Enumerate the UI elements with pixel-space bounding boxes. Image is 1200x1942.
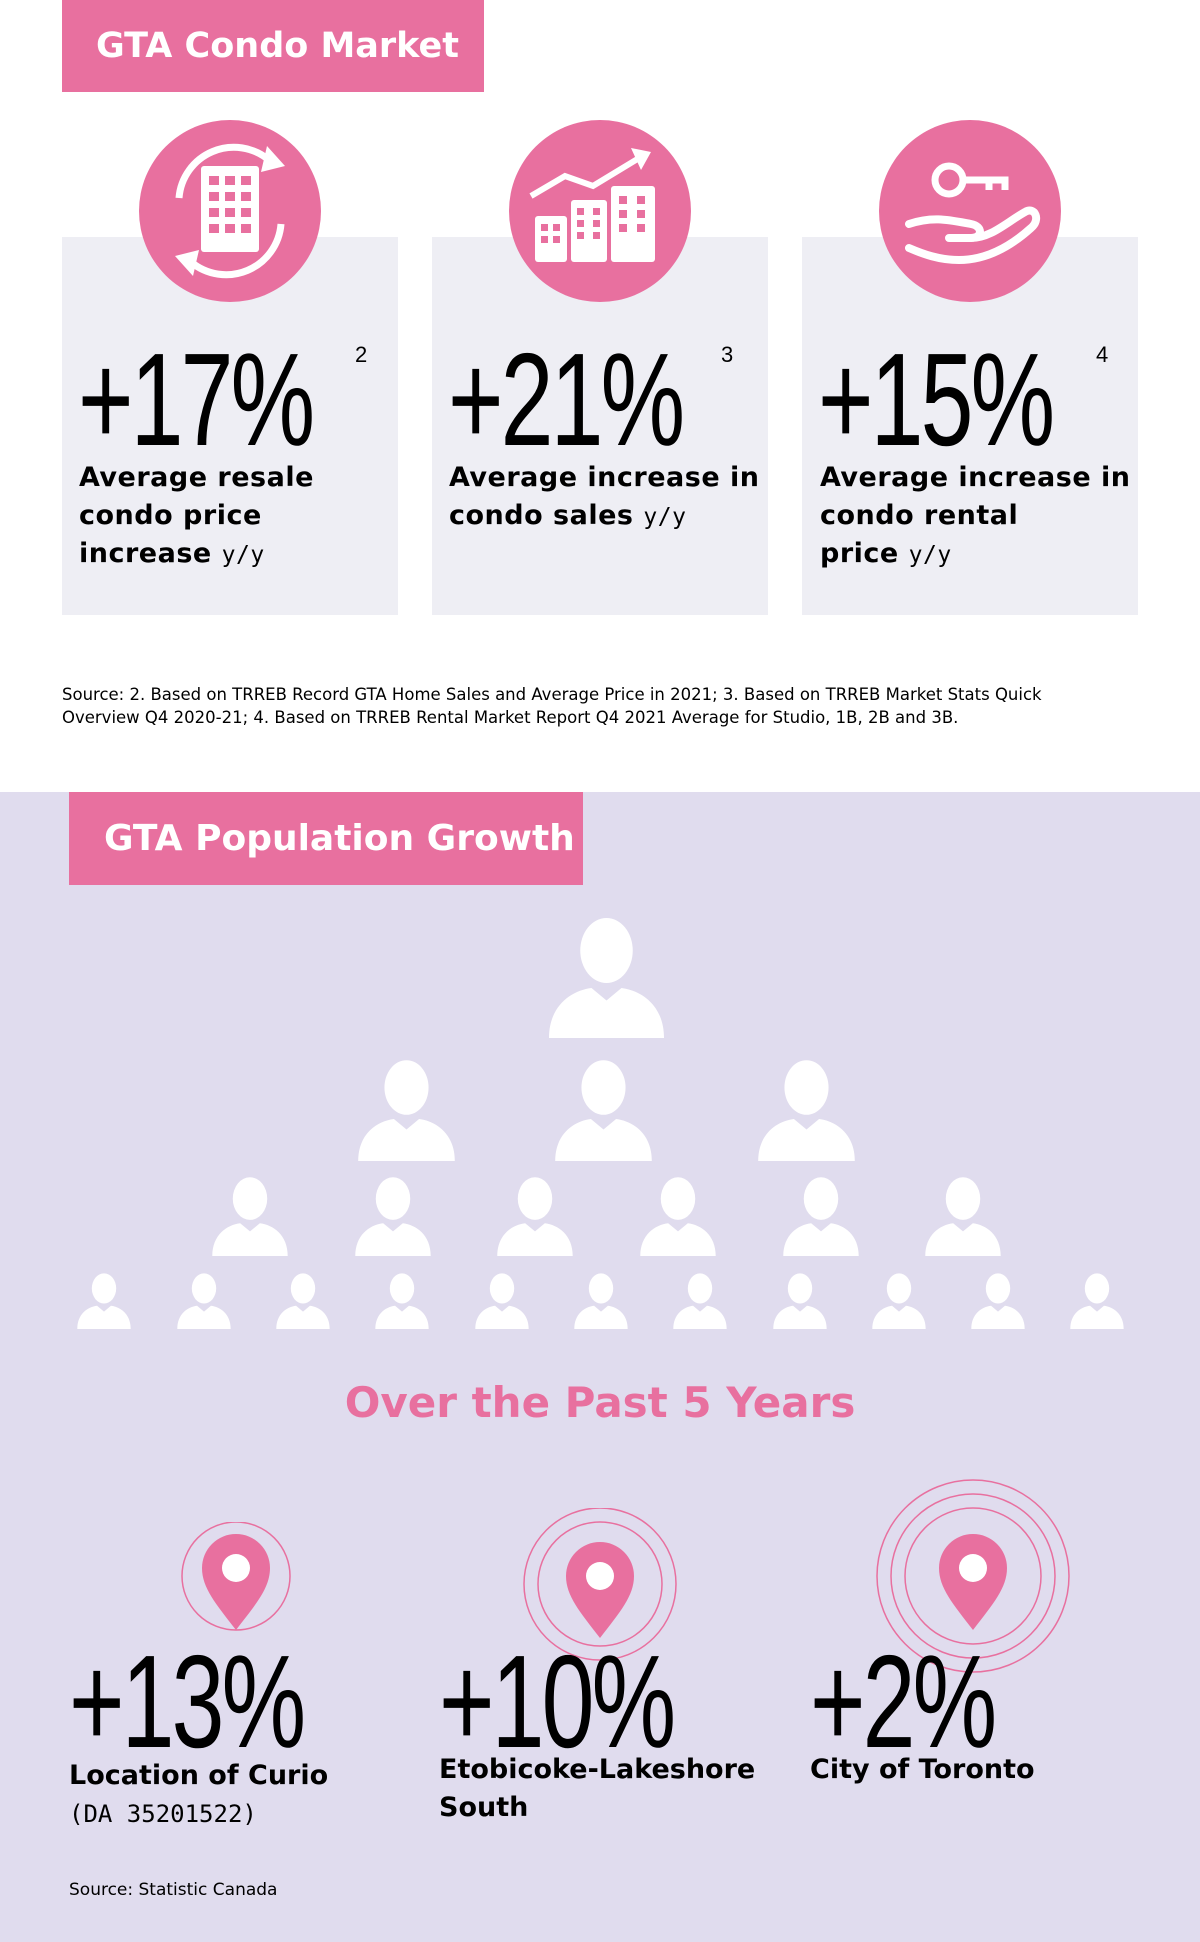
person-icon <box>551 1056 656 1161</box>
stat-desc-sales: Average increase in condo sales y/y <box>449 462 760 531</box>
person-icon <box>780 1174 862 1256</box>
population-title: GTA Population Growth <box>69 792 583 885</box>
footnote-2: 2 <box>355 342 368 367</box>
person-icon <box>354 1056 459 1161</box>
person-icon <box>209 1174 291 1256</box>
key-hand-icon <box>879 120 1061 302</box>
pop-desc-toronto: City of Toronto <box>810 1754 1035 1785</box>
person-icon <box>75 1271 133 1329</box>
person-icon <box>494 1174 576 1256</box>
location-pin-icon <box>875 1478 1071 1679</box>
stat-value-rental: +15% <box>818 326 1055 473</box>
person-icon <box>671 1271 729 1329</box>
stat-value-sales: +21% <box>448 326 685 473</box>
location-pin-icon <box>522 1507 678 1669</box>
person-icon <box>637 1174 719 1256</box>
person-icon <box>870 1271 928 1329</box>
person-icon <box>969 1271 1027 1329</box>
person-icon <box>352 1174 434 1256</box>
footnote-3: 3 <box>721 342 734 367</box>
person-icon <box>572 1271 630 1329</box>
person-icon <box>175 1271 233 1329</box>
stat-value-resale: +17% <box>78 326 315 473</box>
person-icon <box>473 1271 531 1329</box>
building-cycle-icon <box>139 120 321 302</box>
pop-value-curio: +13% <box>69 1628 306 1775</box>
pop-desc-etobicoke: Etobicoke-Lakeshore South <box>439 1754 756 1823</box>
person-icon <box>544 913 669 1038</box>
footnote-4: 4 <box>1096 342 1109 367</box>
population-subtitle: Over the Past 5 Years <box>344 1378 856 1427</box>
person-icon <box>754 1056 859 1161</box>
person-icon <box>771 1271 829 1329</box>
market-source: Source: 2. Based on TRREB Record GTA Hom… <box>62 685 1042 727</box>
stat-desc-resale: Average resale condo price increase y/y <box>79 462 314 569</box>
person-icon <box>922 1174 1004 1256</box>
growth-buildings-icon <box>509 120 691 302</box>
stat-desc-rental: Average increase in condo rental price y… <box>820 462 1131 569</box>
pop-desc-curio: Location of Curio (DA 35201522) <box>69 1760 329 1828</box>
pop-value-etobicoke: +10% <box>439 1628 676 1775</box>
location-pin-icon <box>180 1521 292 1639</box>
market-title: GTA Condo Market <box>62 0 484 92</box>
pop-value-toronto: +2% <box>810 1628 997 1775</box>
person-icon <box>1068 1271 1126 1329</box>
person-icon <box>373 1271 431 1329</box>
population-section <box>0 792 1200 1942</box>
population-source: Source: Statistic Canada <box>69 1880 278 1900</box>
person-icon <box>274 1271 332 1329</box>
